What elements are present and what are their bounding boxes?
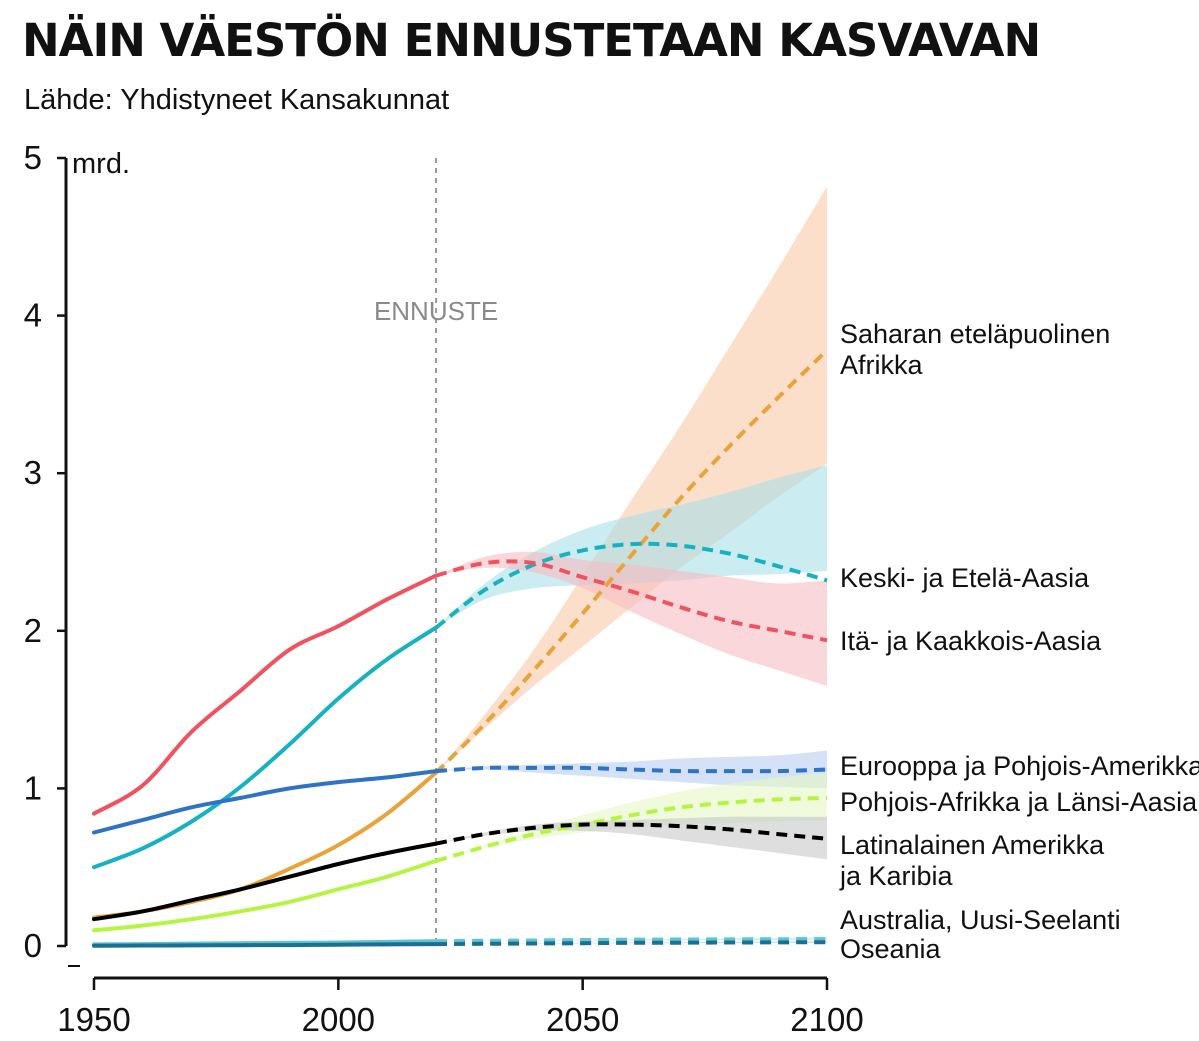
series-label-saharan-etel-puolinen-afrikka: Saharan eteläpuolinen Afrikka [840,319,1110,380]
line-forecast-saharan-etel-puolinen-afrikka [434,348,829,775]
series-labels: Saharan eteläpuolinen Afrikka Keski- ja Et… [839,319,1199,964]
series-label-line: Australia, Uusi-Seelanti [840,905,1121,935]
series-label-it-ja-kaakkois-aasia: Itä- ja Kaakkois-Aasia [840,626,1102,656]
series-label-line: Afrikka [840,350,924,380]
line-historical-eurooppa-ja-pohjois-amerikka [92,769,439,835]
line-historical-it-ja-kaakkois-aasia [92,573,439,816]
line-historical-oseania [92,942,439,948]
x-tick-label: 2000 [302,1001,375,1038]
series-label-line: Pohjois-Afrikka ja Länsi-Aasia [840,787,1198,817]
series-label-line: Saharan eteläpuolinen [840,319,1110,349]
series-label-eurooppa-ja-pohjois-amerikka: Eurooppa ja Pohjois-Amerikka [840,751,1199,781]
series-label-line: Oseania [840,934,942,964]
line-historical-keski-ja-etel-aasia [92,625,439,870]
line-forecast-pohjois-afrikka-ja-l-nsi-aasia [435,795,828,863]
series-label-line: Latinalainen Amerikka [840,830,1105,860]
band-saharan-etel-puolinen-afrikka [436,186,827,773]
y-tick-label: 2 [24,612,42,649]
series-label-pohjois-afrikka-ja-l-nsi-aasia: Pohjois-Afrikka ja Länsi-Aasia [840,787,1198,817]
x-tick-label: 2050 [546,1001,619,1038]
series-lines [92,348,829,948]
band-it-ja-kaakkois-aasia [436,551,827,686]
line-historical-latinalainen-amerikka-ja-karibia [92,841,439,922]
band-keski-ja-etel-aasia [436,465,827,628]
series-label-line: Keski- ja Etelä-Aasia [840,563,1090,593]
line-forecast-oseania [436,940,828,947]
x-axis-ticks: 1950 2000 2050 2100 [57,978,864,1038]
line-historical-pohjois-afrikka-ja-l-nsi-aasia [92,858,439,933]
series-label-line: Eurooppa ja Pohjois-Amerikka [840,751,1199,781]
x-tick-label: 2100 [790,1001,863,1038]
band-eurooppa-ja-pohjois-amerikka [436,750,827,789]
line-forecast-eurooppa-ja-pohjois-amerikka [435,765,828,774]
y-tick-label: 4 [24,297,42,334]
series-label-latinalainen-amerikka-ja-karibia: Latinalainen Amerikka ja Karibia [839,830,1105,891]
y-tick-label: 1 [24,769,42,806]
chart-subtitle: Lähde: Yhdistyneet Kansakunnat [24,84,450,116]
x-tick-label: 1950 [57,1001,130,1038]
series-label-oseania: Oseania [840,934,942,964]
series-label-keski-ja-etel-aasia: Keski- ja Etelä-Aasia [840,563,1090,593]
forecast-label: ENNUSTE [374,296,498,326]
y-axis-ticks: 0 1 2 3 4 5 [24,139,80,967]
line-forecast-it-ja-kaakkois-aasia [435,559,828,643]
axes: 0 1 2 3 4 5 1950 2000 2050 2100 mrd. [24,139,864,1038]
line-forecast-latinalainen-amerikka-ja-karibia [435,822,828,846]
chart-title: NÄIN VÄESTÖN ENNUSTETAAN KASVAVAN [22,14,1041,67]
y-tick-label: 3 [24,454,42,491]
line-forecast-australia-uusi-seelanti [436,937,828,944]
y-tick-label: 5 [24,139,42,176]
band-latinalainen-amerikka-ja-karibia [436,816,827,860]
line-forecast-keski-ja-etel-aasia [434,541,828,630]
series-label-line: Itä- ja Kaakkois-Aasia [840,626,1102,656]
y-unit-label: mrd. [72,148,130,180]
series-label-australia-uusi-seelanti: Australia, Uusi-Seelanti [840,905,1121,935]
series-label-line: ja Karibia [839,861,954,891]
y-tick-label: 0 [24,927,42,964]
